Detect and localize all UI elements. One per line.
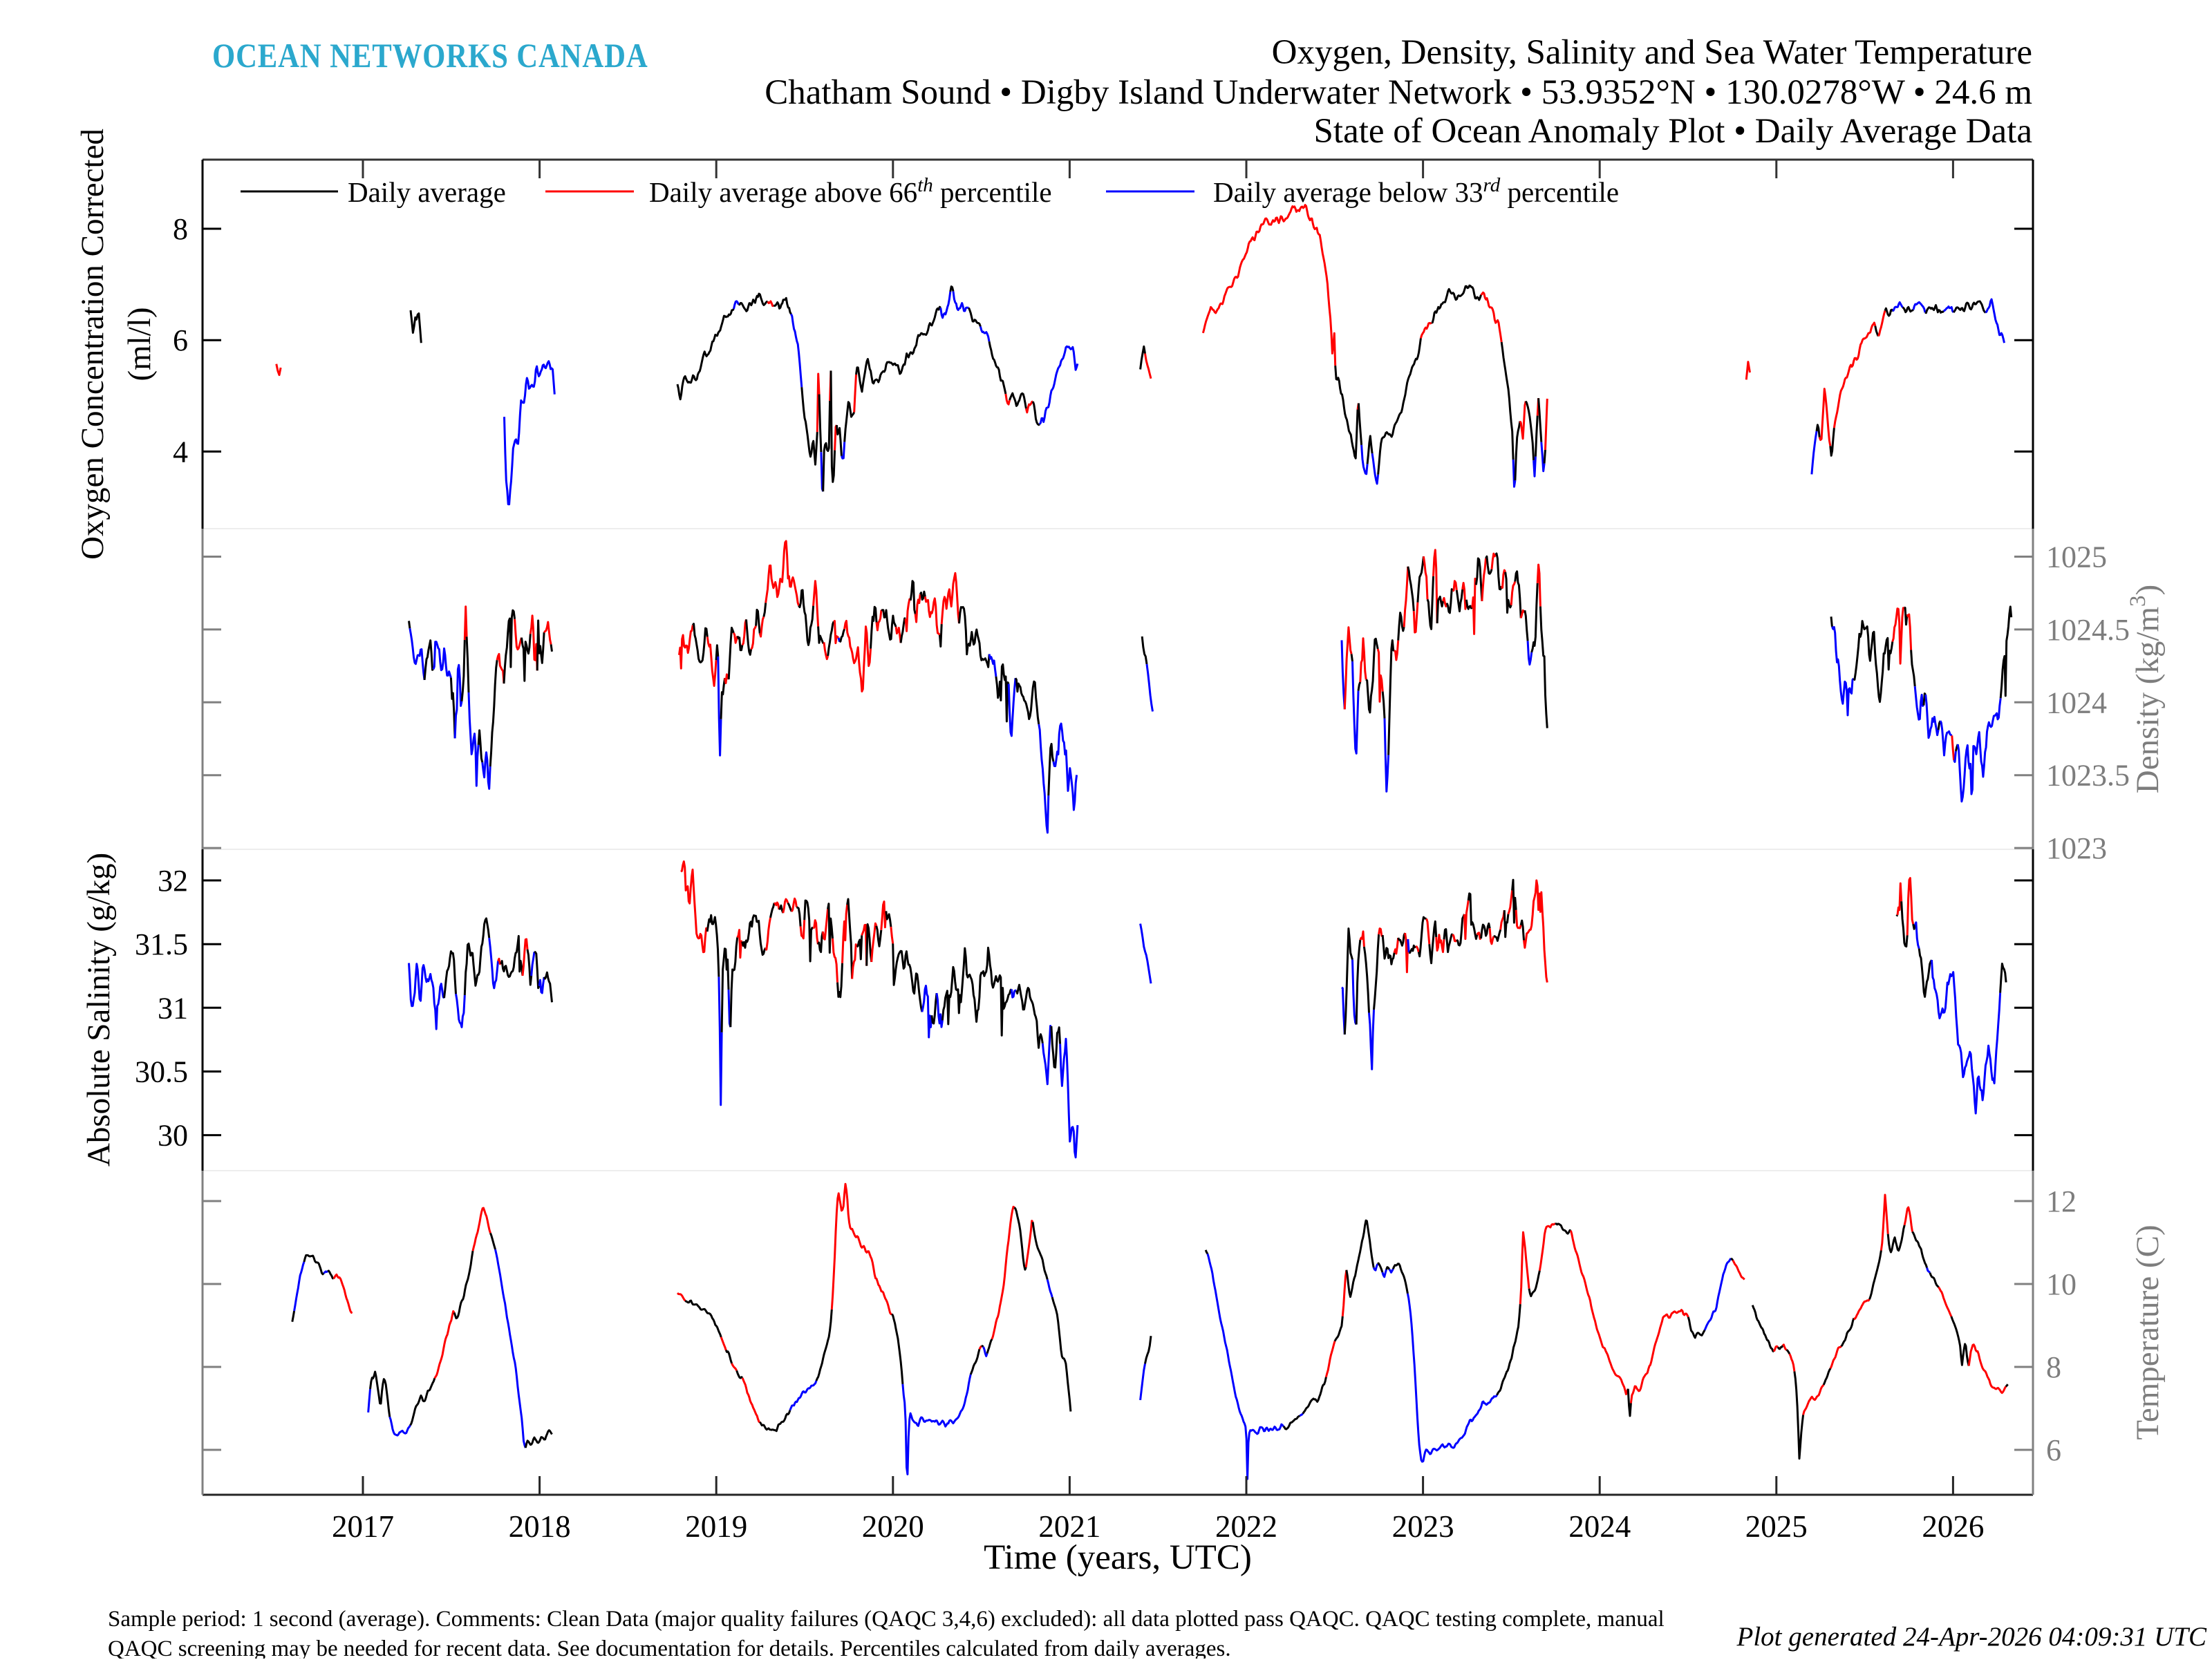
svg-text:2018: 2018 (509, 1509, 571, 1544)
svg-text:Chatham Sound • Digby Island U: Chatham Sound • Digby Island Underwater … (765, 73, 2032, 112)
svg-text:30.5: 30.5 (135, 1055, 188, 1089)
svg-text:2017: 2017 (332, 1509, 394, 1544)
svg-text:6: 6 (173, 323, 188, 357)
svg-text:2026: 2026 (1922, 1509, 1984, 1544)
svg-text:10: 10 (2046, 1267, 2077, 1301)
svg-text:Plot generated 24-Apr-2026 04:: Plot generated 24-Apr-2026 04:09:31 UTC (1736, 1622, 2207, 1652)
svg-text:1023.5: 1023.5 (2046, 759, 2130, 793)
svg-text:Temperature (C): Temperature (C) (2130, 1225, 2166, 1439)
svg-text:Daily average above 66th perce: Daily average above 66th percentile (649, 174, 1052, 208)
svg-text:2021: 2021 (1038, 1509, 1100, 1544)
svg-text:2022: 2022 (1215, 1509, 1277, 1544)
svg-text:Oxygen, Density, Salinity and: Oxygen, Density, Salinity and Sea Water … (1272, 33, 2032, 72)
svg-text:1024: 1024 (2046, 686, 2107, 719)
svg-text:1023: 1023 (2046, 831, 2107, 865)
svg-text:31: 31 (158, 991, 188, 1025)
svg-text:(ml/l): (ml/l) (122, 307, 158, 381)
svg-text:Daily average: Daily average (348, 176, 506, 208)
svg-text:6: 6 (2046, 1433, 2061, 1467)
svg-text:8: 8 (173, 212, 188, 246)
svg-text:State of Ocean Anomaly Plot •: State of Ocean Anomaly Plot • Daily Aver… (1314, 112, 2032, 151)
svg-text:4: 4 (173, 435, 188, 469)
svg-text:8: 8 (2046, 1350, 2061, 1384)
svg-text:QAQC screening may be needed f: QAQC screening may be needed for recent … (108, 1636, 1231, 1659)
svg-text:Sample period: 1 second (avera: Sample period: 1 second (average). Comme… (108, 1607, 1665, 1632)
svg-text:Time (years, UTC): Time (years, UTC) (984, 1538, 1252, 1577)
svg-text:1025: 1025 (2046, 540, 2107, 574)
svg-text:2020: 2020 (862, 1509, 924, 1544)
svg-text:Daily average below 33rd perce: Daily average below 33rd percentile (1213, 174, 1619, 208)
svg-text:12: 12 (2046, 1184, 2077, 1218)
svg-text:1024.5: 1024.5 (2046, 613, 2130, 647)
svg-text:31.5: 31.5 (135, 927, 188, 961)
svg-text:2023: 2023 (1392, 1509, 1454, 1544)
svg-text:Density (kg/m3): Density (kg/m3) (2126, 585, 2166, 793)
svg-text:Absolute Salinity (g/kg): Absolute Salinity (g/kg) (81, 853, 117, 1167)
svg-text:2019: 2019 (685, 1509, 747, 1544)
svg-text:30: 30 (158, 1119, 188, 1153)
svg-text:32: 32 (158, 864, 188, 898)
svg-text:2025: 2025 (1745, 1509, 1808, 1544)
svg-text:OCEAN NETWORKS CANADA: OCEAN NETWORKS CANADA (212, 37, 648, 75)
svg-text:2024: 2024 (1568, 1509, 1631, 1544)
svg-text:Oxygen Concentration Corrected: Oxygen Concentration Corrected (75, 129, 111, 560)
